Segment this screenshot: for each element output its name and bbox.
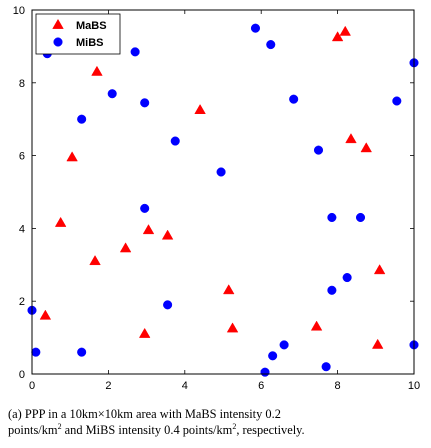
- mibs-circle-marker: [289, 94, 299, 104]
- legend-mibs-circle-icon: [53, 37, 63, 47]
- y-tick-label: 10: [13, 5, 25, 17]
- mabs-triangle-marker: [371, 338, 384, 349]
- mabs-triangle-marker: [66, 151, 78, 162]
- y-tick-label: 2: [19, 296, 25, 308]
- legend-mabs-triangle-icon: [52, 18, 64, 29]
- mibs-circle-marker: [260, 367, 270, 377]
- mibs-circle-marker: [268, 351, 278, 361]
- mibs-circle-marker: [77, 347, 87, 357]
- caption-line-1: (a) PPP in a 10km×10km area with MaBS in…: [8, 407, 281, 421]
- mibs-circle-marker: [327, 212, 337, 223]
- caption-line-2-part-a: points/km: [8, 423, 58, 437]
- mabs-triangle-marker: [339, 25, 351, 36]
- mabs-triangle-marker: [138, 327, 151, 338]
- mibs-circle-marker: [266, 40, 276, 50]
- legend-mibs-label: MiBS: [76, 37, 104, 49]
- mabs-triangle-marker: [142, 224, 155, 235]
- mibs-circle-marker: [216, 167, 226, 177]
- mabs-triangle-marker: [119, 242, 132, 253]
- mabs-triangle-marker: [39, 309, 52, 320]
- caption-line-2-part-b: and MiBS intensity 0.4 points/km: [61, 423, 233, 437]
- mabs-triangle-marker: [194, 103, 206, 114]
- x-tick-label: 0: [29, 380, 35, 392]
- plot-frame: [31, 9, 415, 375]
- mibs-circle-marker: [313, 145, 324, 155]
- mabs-triangle-marker: [373, 264, 386, 275]
- y-tick-label: 6: [19, 151, 25, 163]
- y-tick-label: 8: [19, 78, 25, 90]
- mabs-triangle-marker: [161, 229, 174, 240]
- mibs-circle-marker: [140, 98, 150, 108]
- mabs-triangle-marker: [310, 320, 323, 331]
- x-tick-label: 10: [408, 380, 420, 392]
- mibs-circle-marker: [130, 47, 140, 57]
- plot-area: [32, 10, 414, 374]
- mibs-circle-marker: [250, 23, 261, 33]
- y-tick-label: 0: [19, 369, 25, 381]
- legend-mabs-label: MaBS: [76, 20, 107, 32]
- mibs-circle-marker: [355, 212, 366, 223]
- caption-superscript-b: 2: [232, 421, 237, 431]
- mibs-circle-marker: [77, 114, 87, 124]
- legend: MaBS MiBS: [35, 13, 121, 55]
- legend-box: [35, 13, 121, 55]
- x-tick-label: 4: [182, 380, 188, 392]
- caption-superscript-a: 2: [57, 421, 62, 431]
- mibs-circle-marker: [327, 285, 337, 295]
- mabs-triangle-marker: [226, 322, 239, 333]
- mibs-circle-marker: [279, 340, 289, 350]
- scatter-chart: 0 2 4 6 8 10 0 2 4 6 8 10 MaBS MiBS: [13, 5, 420, 392]
- mabs-triangle-marker: [89, 255, 101, 266]
- mabs-triangle-marker: [331, 31, 344, 42]
- mabs-triangle-marker: [91, 65, 103, 76]
- x-tick-label: 8: [335, 380, 341, 392]
- mabs-triangle-marker: [360, 142, 373, 153]
- mibs-circle-marker: [107, 89, 117, 99]
- y-tick-label: 4: [19, 223, 25, 235]
- mibs-circle-marker: [342, 272, 352, 283]
- figure-caption: (a) PPP in a 10km×10km area with MaBS in…: [8, 406, 428, 438]
- x-tick-label: 6: [258, 380, 264, 392]
- mibs-circle-marker: [140, 203, 150, 213]
- mibs-circle-marker: [392, 96, 402, 106]
- mabs-triangle-marker: [345, 133, 357, 144]
- mibs-circle-marker: [170, 136, 180, 146]
- mibs-circle-marker: [31, 347, 41, 357]
- mabs-triangle-marker: [54, 216, 67, 227]
- mibs-circle-marker: [321, 362, 331, 372]
- mibs-circle-marker: [163, 300, 173, 310]
- mabs-triangle-marker: [222, 284, 235, 295]
- x-tick-label: 2: [105, 380, 111, 392]
- caption-line-2-part-c: , respectively.: [236, 423, 305, 437]
